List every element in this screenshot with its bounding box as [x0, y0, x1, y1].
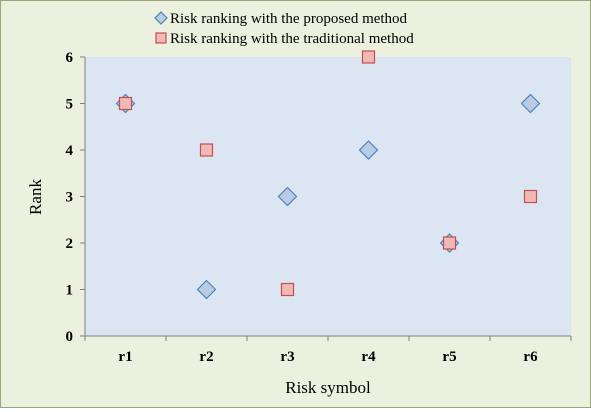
x-tick-label: r4 [361, 349, 376, 365]
proposed-point-r2 [196, 279, 217, 300]
legend-symbol-square [155, 32, 167, 44]
y-tick-label: 4 [66, 143, 74, 159]
axes: 0 1 2 3 4 5 6 r1 r2 r3 r4 r5 r6 [66, 50, 572, 365]
y-tick-label: 3 [66, 190, 74, 206]
traditional-point-r4 [361, 50, 376, 64]
x-tick-label: r6 [523, 349, 538, 365]
legend-symbol-diamond [154, 11, 168, 25]
traditional-point-r6 [523, 189, 538, 204]
x-axis-title: Risk symbol [285, 378, 371, 397]
traditional-point-r5 [442, 236, 457, 250]
data-marks [115, 50, 541, 300]
traditional-point-r1 [118, 96, 133, 111]
legend-label: Risk ranking with the proposed method [170, 11, 408, 27]
x-tick-label: r5 [442, 349, 456, 365]
traditional-point-r2 [199, 143, 214, 157]
x-tick-label: r2 [199, 349, 213, 365]
legend-label: Risk ranking with the traditional method [170, 31, 414, 47]
y-axis-title: Rank [26, 179, 45, 215]
x-tick-label: r1 [118, 349, 132, 365]
proposed-point-r6 [520, 93, 541, 114]
proposed-point-r4 [358, 140, 379, 160]
legend: Risk ranking with the proposed method Ris… [154, 11, 414, 47]
y-tick-label: 5 [66, 97, 74, 113]
y-tick-label: 0 [66, 329, 74, 345]
y-tick-label: 2 [66, 236, 74, 252]
traditional-point-r3 [280, 282, 295, 297]
proposed-point-r3 [277, 186, 298, 207]
x-tick-label: r3 [280, 349, 294, 365]
y-tick-label: 6 [66, 50, 74, 66]
plot-area [85, 57, 571, 336]
y-tick-label: 1 [66, 283, 74, 299]
